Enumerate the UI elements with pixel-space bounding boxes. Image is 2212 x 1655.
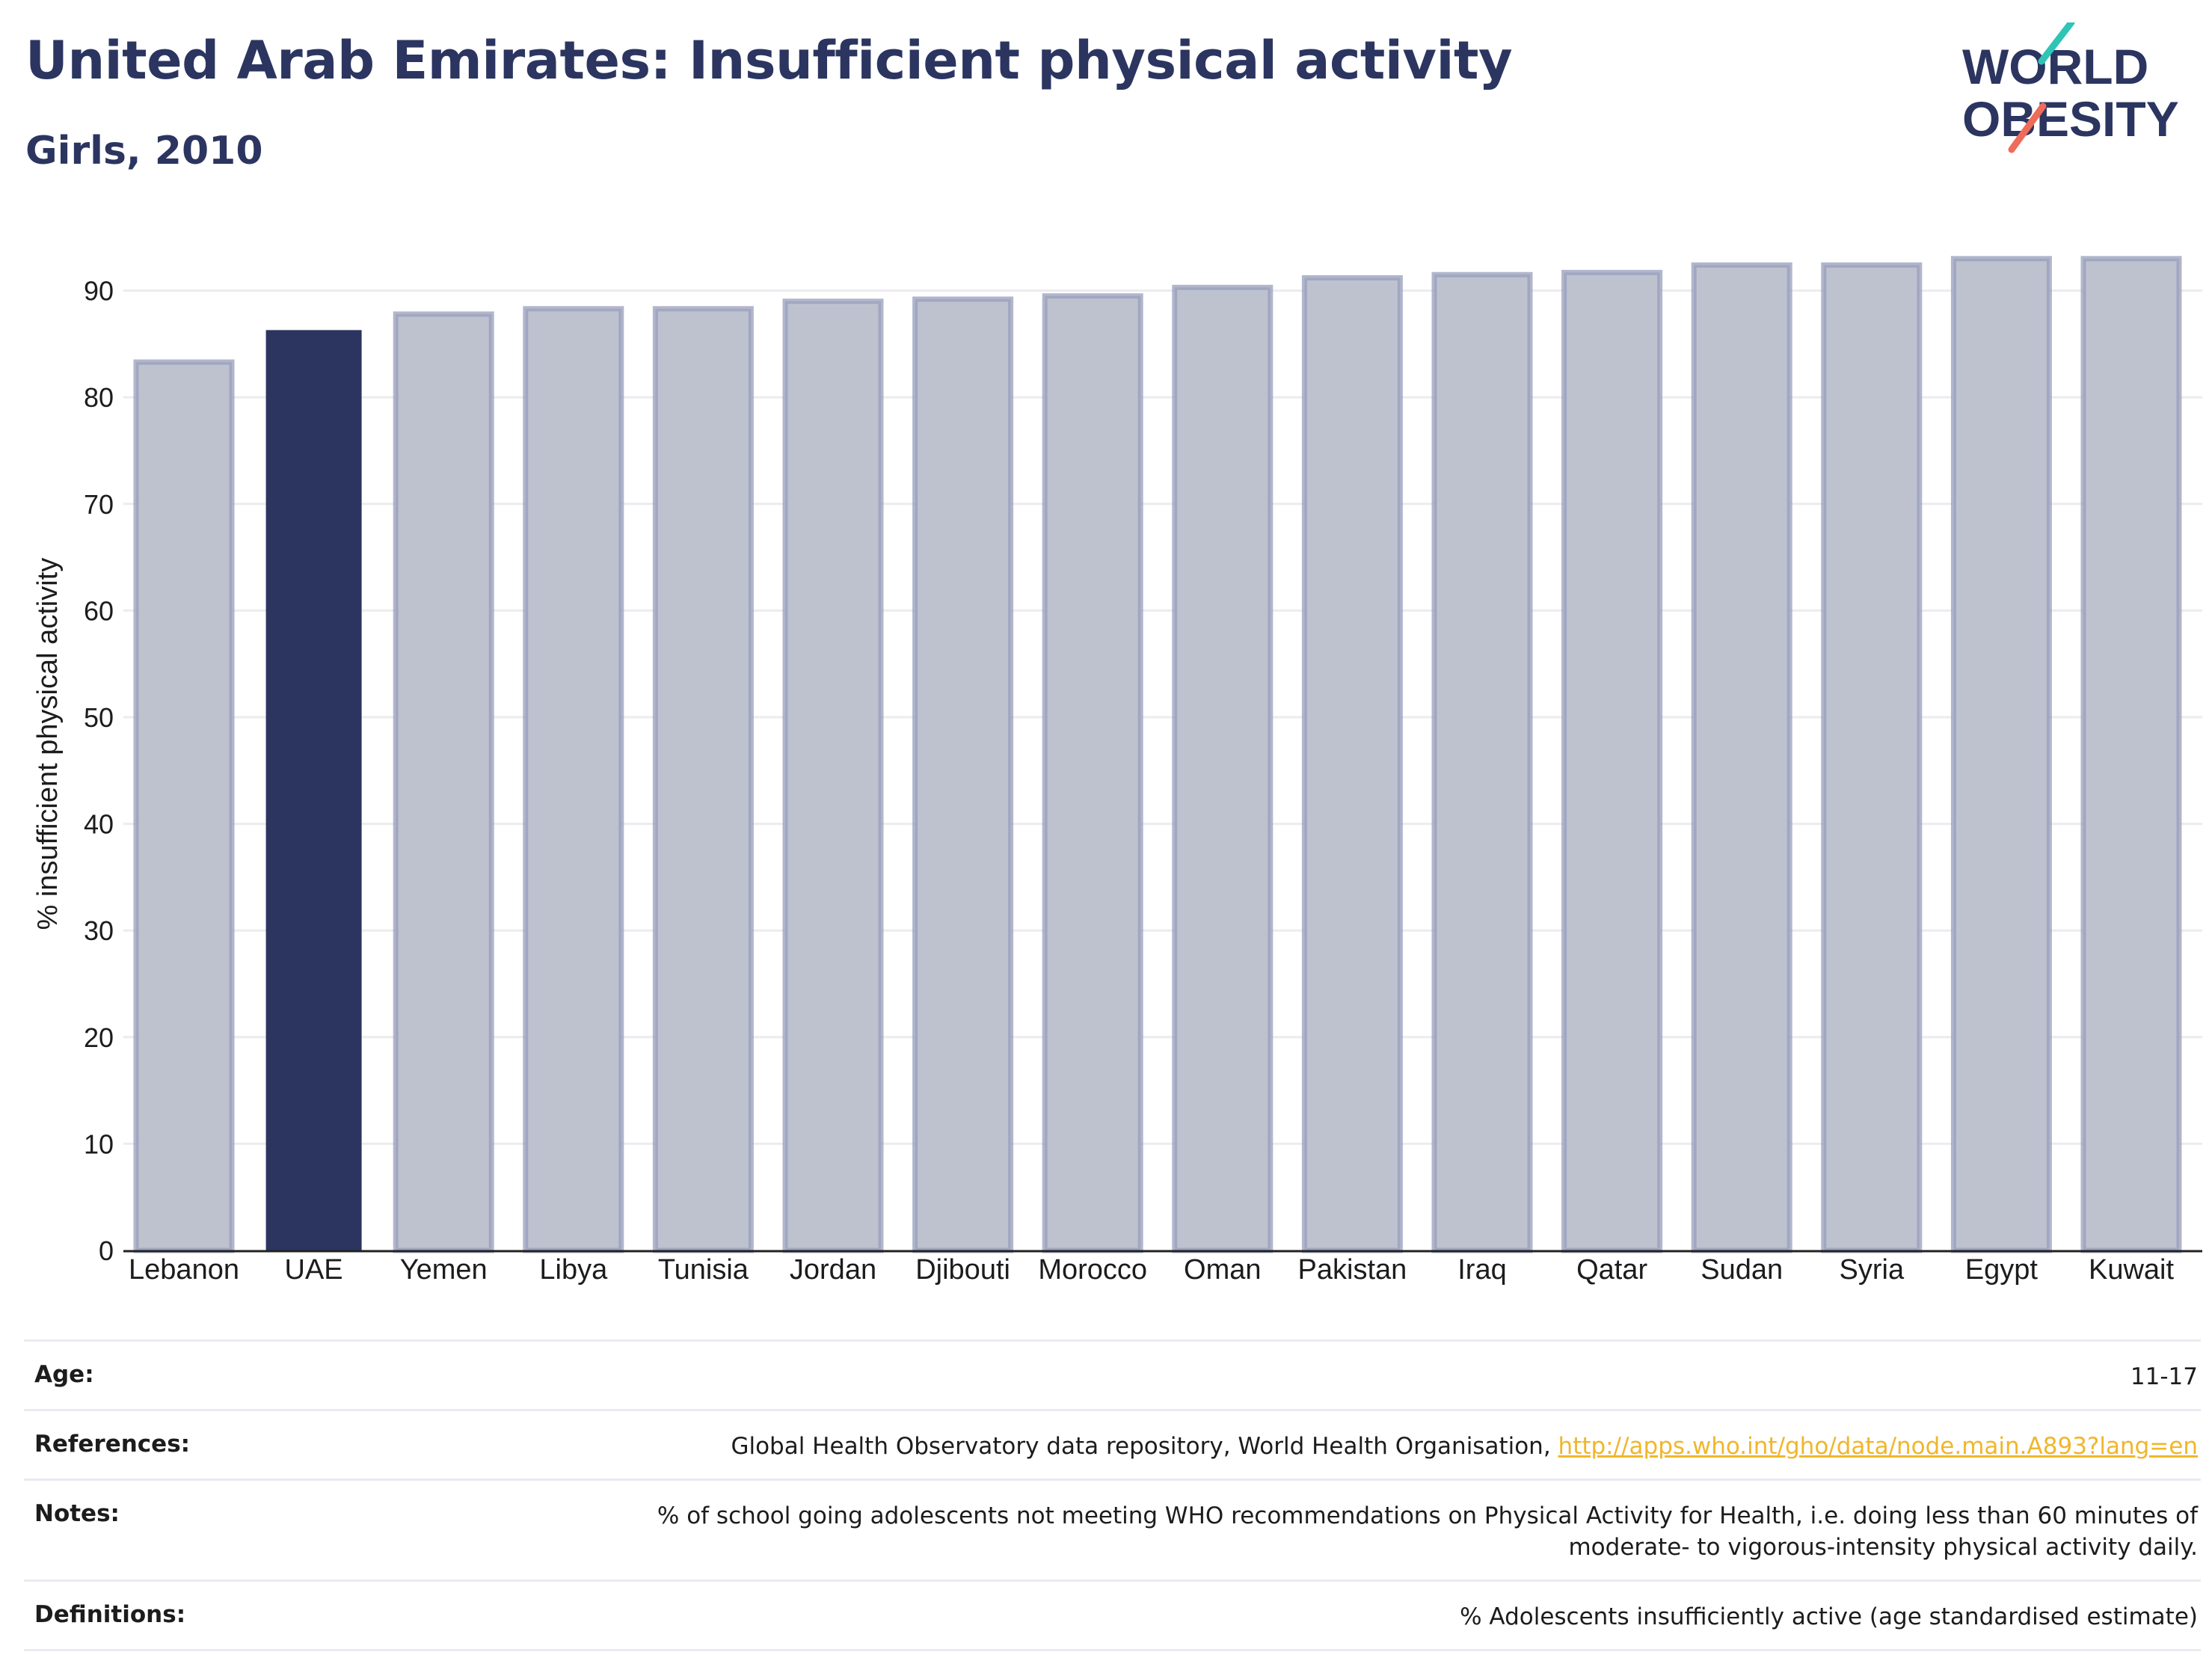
bars (133, 256, 2182, 1253)
bar-oman (1172, 284, 1274, 1253)
x-tick-label: Yemen (400, 1254, 488, 1286)
info-row-references: References: Global Health Observatory da… (24, 1410, 2201, 1480)
bar-syria (1821, 262, 1923, 1253)
x-tick-label: Kuwait (2089, 1254, 2174, 1286)
chart-subtitle: Girls, 2010 (25, 129, 263, 174)
x-tick-label: Qatar (1576, 1254, 1647, 1286)
definitions-value: % Adolescents insufficiently active (age… (1460, 1603, 2198, 1630)
x-tick-label: Djibouti (915, 1254, 1010, 1286)
notes-value: % of school going adolescents not meetin… (238, 1480, 2201, 1581)
bar-uae (265, 330, 362, 1250)
x-tick-label: Sudan (1701, 1254, 1783, 1286)
x-tick-label: UAE (285, 1254, 343, 1286)
bar-tunisia (652, 306, 754, 1253)
notes-line-1: % of school going adolescents not meetin… (657, 1502, 2198, 1529)
world-obesity-logo: WORLD OBESITY (1962, 22, 2179, 153)
notes-line-2: moderate- to vigorous-intensity physical… (1568, 1534, 2198, 1561)
logo-slash-coral (2008, 102, 2047, 153)
bar-yemen (393, 311, 494, 1253)
x-axis-ticks: Lebanon UAE Yemen Libya Tunisia Jordan Djibout… (129, 1254, 2174, 1286)
y-tick-label: 40 (84, 809, 114, 840)
x-tick-label: Jordan (790, 1254, 876, 1286)
bar-jordan (782, 298, 884, 1253)
bar-pakistan (1301, 274, 1403, 1253)
references-label: References: (34, 1431, 191, 1458)
info-table: Age: 11-17 References: Global Health Obs… (24, 1339, 2201, 1651)
age-value: 11-17 (2130, 1363, 2198, 1390)
x-tick-label: Egypt (1965, 1254, 2039, 1286)
y-tick-label: 70 (84, 489, 114, 520)
y-tick-label: 50 (84, 702, 114, 733)
bar-qatar (1561, 269, 1663, 1253)
x-tick-label: Lebanon (129, 1254, 239, 1286)
bar-iraq (1431, 271, 1533, 1253)
logo-slash-teal (2038, 22, 2075, 65)
y-tick-label: 80 (84, 382, 114, 413)
x-tick-label: Libya (539, 1254, 608, 1286)
age-label: Age: (34, 1361, 94, 1388)
bar-morocco (1042, 293, 1143, 1253)
definitions-label: Definitions: (34, 1601, 186, 1628)
y-tick-label: 10 (84, 1129, 114, 1159)
x-tick-label: Tunisia (658, 1254, 749, 1286)
x-tick-label: Iraq (1457, 1254, 1506, 1286)
bar-djibouti (912, 296, 1014, 1253)
bar-egypt (1950, 256, 2052, 1253)
bar-kuwait (2080, 256, 2182, 1253)
info-row-notes: Notes: % of school going adolescents not… (24, 1479, 2201, 1581)
references-text: Global Health Observatory data repositor… (731, 1433, 1558, 1460)
y-axis-label: % insufficient physical activity (32, 558, 64, 930)
y-tick-label: 30 (84, 915, 114, 946)
references-link[interactable]: http://apps.who.int/gho/data/node.main.A… (1558, 1433, 2198, 1460)
info-row-definitions: Definitions: % Adolescents insufficientl… (24, 1580, 2201, 1651)
y-tick-label: 60 (84, 595, 114, 626)
bar-sudan (1691, 262, 1792, 1253)
references-value: Global Health Observatory data repositor… (238, 1410, 2201, 1480)
x-tick-label: Pakistan (1298, 1254, 1407, 1286)
x-tick-label: Morocco (1038, 1254, 1147, 1286)
x-tick-label: Oman (1184, 1254, 1261, 1286)
bar-chart: 0 10 20 30 40 50 60 70 80 90 Lebanon UAE Yemen Libya… (32, 256, 2202, 1286)
bar-libya (523, 306, 624, 1253)
notes-label: Notes: (34, 1500, 120, 1527)
bar-lebanon (133, 359, 235, 1253)
y-axis-ticks: 0 10 20 30 40 50 60 70 80 90 (84, 276, 114, 1266)
y-tick-label: 0 (99, 1235, 114, 1266)
y-tick-label: 90 (84, 276, 114, 307)
chart-title: United Arab Emirates: Insufficient physi… (25, 30, 1513, 91)
y-tick-label: 20 (84, 1022, 114, 1053)
logo-text-obesity: OBESITY (1962, 91, 2179, 147)
x-tick-label: Syria (1840, 1254, 1905, 1286)
info-row-age: Age: 11-17 (24, 1340, 2201, 1410)
